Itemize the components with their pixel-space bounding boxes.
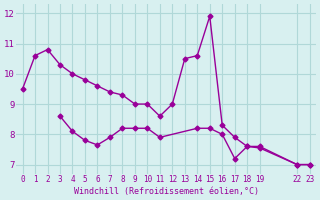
X-axis label: Windchill (Refroidissement éolien,°C): Windchill (Refroidissement éolien,°C) [74, 187, 259, 196]
